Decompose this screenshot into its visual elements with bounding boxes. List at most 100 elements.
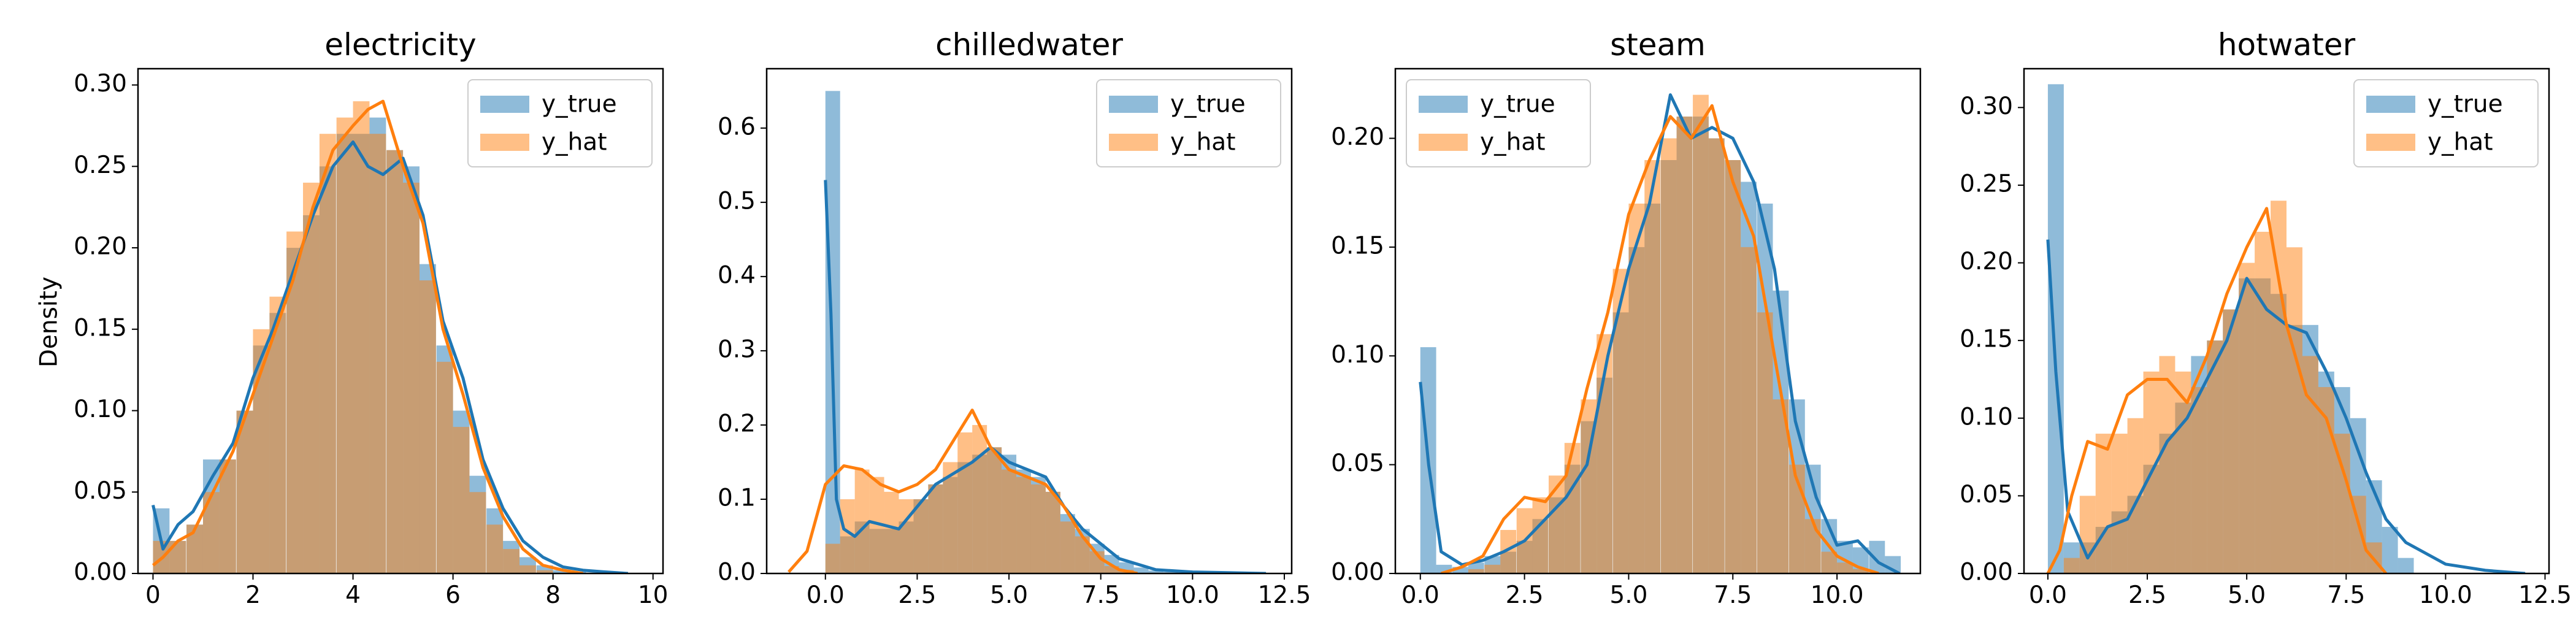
legend-label: y_true	[1170, 91, 1246, 118]
kde-line-y-hat	[1440, 104, 1879, 573]
hist-bar-y-hat	[369, 134, 386, 573]
subplot-steam: 0.0 2.5 5.0 7.5 10.0 0.00 0.05 0.10 0.15 0.20 stea…	[1331, 27, 1922, 609]
x-tick-label: 12.5	[1258, 581, 1311, 609]
x-tick-label: 7.5	[1714, 581, 1752, 609]
legend-swatch	[2366, 134, 2415, 151]
y-tick-label: 0.20	[1331, 123, 1384, 151]
hist-bar-y-hat	[1002, 469, 1017, 573]
hist-bar-y-hat	[503, 549, 520, 573]
legend-swatch	[480, 96, 529, 113]
hist-bar-y-hat	[1549, 475, 1565, 573]
kde-line-y-true	[824, 180, 1267, 573]
hist-bar-y-hat	[1016, 477, 1031, 573]
hist-bar-y-hat	[219, 459, 236, 573]
hist-bar-y-hat	[2111, 434, 2128, 573]
legend-label: y_true	[542, 91, 617, 118]
chart-title: steam	[1610, 27, 1706, 63]
legend-swatch	[1109, 96, 1158, 113]
x-tick-label: 5.0	[990, 581, 1028, 609]
y-tick-label: 0.00	[74, 559, 127, 586]
hist-bar-y-hat	[1484, 564, 1501, 573]
legend-label: y_true	[1480, 91, 1555, 118]
hist-bar-y-hat	[386, 150, 404, 573]
plot-area	[151, 99, 629, 573]
hist-bar-y-hat	[987, 447, 1002, 573]
x-tick-label: 5.0	[2228, 581, 2266, 609]
y-tick-label: 0.30	[74, 70, 127, 98]
x-tick-label: 10.0	[2419, 581, 2472, 609]
hist-bar-y-true	[2398, 558, 2414, 573]
hist-bar-y-hat	[1564, 443, 1581, 573]
hist-bar-y-hat	[2095, 434, 2112, 573]
y-tick-label: 0.10	[1960, 403, 2013, 431]
hist-bar-y-hat	[1708, 138, 1725, 573]
x-tick-label: 7.5	[2327, 581, 2365, 609]
hist-bar-y-hat	[1612, 269, 1629, 573]
legend: y_true y_hat	[1096, 79, 1281, 167]
y-tick-label: 0.2	[718, 410, 756, 437]
y-tick-label: 0.00	[1960, 559, 2013, 586]
x-tick-label: 0.0	[2029, 581, 2067, 609]
chart-title: chilledwater	[935, 27, 1123, 63]
hist-bar-y-hat	[1741, 247, 1757, 573]
hist-bar-y-hat	[419, 280, 436, 573]
hist-bar-y-hat	[253, 329, 270, 573]
hist-bar-y-hat	[854, 469, 870, 573]
legend: y_true y_hat	[2353, 79, 2539, 167]
hist-bar-y-hat	[1660, 138, 1677, 573]
legend-swatch	[2366, 96, 2415, 113]
legend-swatch	[1419, 96, 1468, 113]
x-tick-label: 7.5	[1082, 581, 1120, 609]
kde-line-y-hat	[151, 99, 584, 573]
hist-bar-y-true	[1452, 567, 1468, 573]
subplot-chilledwater: 0.0 2.5 5.0 7.5 10.0 12.5 0.0 0.1 0.2 0.3 0.4 0.5 0.…	[718, 27, 1311, 609]
hist-bar-y-hat	[2255, 231, 2271, 573]
legend-label: y_hat	[1480, 129, 1546, 156]
hist-bar-y-hat	[403, 182, 420, 573]
y-tick-label: 0.4	[718, 261, 756, 289]
hist-bar-y-hat	[1468, 569, 1484, 573]
hist-bar-y-hat	[303, 182, 320, 573]
x-tick-label: 10	[638, 581, 669, 609]
y-tick-label: 0.20	[1960, 248, 2013, 275]
hist-bar-y-hat	[2159, 356, 2175, 573]
x-tick-label: 8	[545, 581, 561, 609]
y-tick-label: 0.5	[718, 187, 756, 215]
axes-frame	[1394, 67, 1922, 575]
hist-bar-y-hat	[957, 432, 973, 573]
legend-label: y_true	[2428, 91, 2503, 118]
legend: y_true y_hat	[467, 79, 653, 167]
subplot-electricity: 0 2 4 6 8 10 0.00 0.05 0.10 0.15 0.20 0.25 0.30 elect…	[74, 27, 668, 609]
hist-bar-y-hat	[2287, 247, 2302, 573]
axes-frame	[137, 67, 664, 575]
kde-line-y-true	[2046, 239, 2526, 573]
x-tick-label: 0.0	[1401, 581, 1439, 609]
hist-bar-y-hat	[2318, 387, 2334, 573]
plot-area	[788, 91, 1267, 573]
axes-frame	[765, 67, 1293, 575]
x-tick-label: 0.0	[807, 581, 845, 609]
hist-bar-y-hat	[899, 499, 914, 573]
hist-bar-y-true	[553, 570, 570, 573]
y-tick-label: 0.00	[1331, 559, 1384, 586]
hist-bar-y-hat	[353, 101, 370, 573]
subplot-hotwater: 0.0 2.5 5.0 7.5 10.0 12.5 0.00 0.05 0.10 0.15 0.20…	[1960, 27, 2572, 609]
y-tick-label: 0.30	[1960, 93, 2013, 120]
hist-bar-y-hat	[869, 477, 884, 573]
hist-bar-y-hat	[825, 543, 840, 573]
y-axis-label: Density	[36, 277, 63, 367]
subplots: 0 2 4 6 8 10 0.00 0.05 0.10 0.15 0.20 0.25 0.30 elect…	[74, 27, 2572, 609]
hist-bar-y-hat	[1757, 312, 1773, 573]
y-tick-label: 0.15	[1960, 326, 2013, 353]
legend-label: y_hat	[542, 129, 607, 156]
y-tick-label: 0.3	[718, 335, 756, 363]
hist-bar-y-hat	[1676, 117, 1693, 573]
legend-swatch	[480, 134, 529, 151]
hist-bar-y-hat	[1804, 519, 1821, 573]
hist-bar-y-hat	[186, 524, 203, 573]
hist-bar-y-hat	[436, 361, 453, 573]
hist-bar-y-hat	[2334, 434, 2350, 573]
chart-title: hotwater	[2218, 27, 2356, 63]
legend-label: y_hat	[2428, 129, 2493, 156]
